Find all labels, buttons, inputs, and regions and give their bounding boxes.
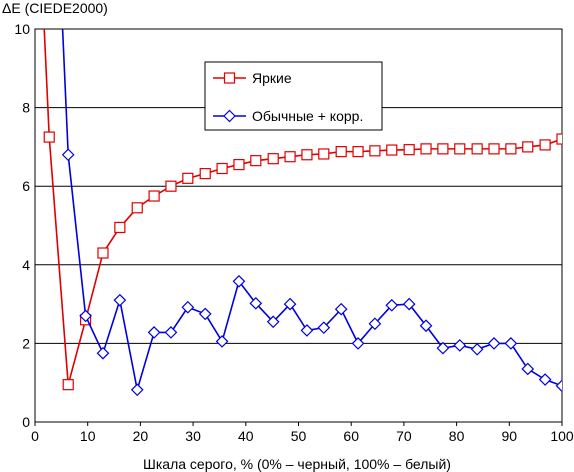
x-tick-label: 0	[31, 428, 39, 444]
legend: Яркие Обычные + корр.	[204, 61, 383, 131]
data-point	[539, 139, 551, 151]
data-point	[538, 373, 552, 386]
data-point	[232, 274, 246, 288]
grid	[35, 107, 562, 344]
x-tick-label: 20	[133, 428, 149, 444]
data-point	[233, 158, 245, 171]
data-point	[504, 337, 518, 350]
x-tick-label: 100	[550, 428, 574, 444]
data-point	[181, 300, 195, 314]
legend-label: Обычные + корр.	[252, 108, 363, 124]
legend-marker	[223, 109, 236, 123]
data-point	[454, 143, 466, 155]
data-point	[43, 131, 55, 143]
series-line	[43, 29, 562, 385]
x-tick-label: 90	[502, 428, 518, 444]
series-1	[61, 29, 562, 397]
data-point	[556, 133, 562, 145]
x-axis-ticks: 0 10 20 30 40 50 60 70 80 90 100	[31, 422, 574, 444]
data-point	[369, 145, 381, 157]
y-tick-label: 8	[22, 100, 30, 116]
data-point	[198, 307, 212, 321]
y-tick-label: 10	[14, 21, 30, 37]
x-tick-label: 30	[185, 428, 201, 444]
x-tick-label: 40	[238, 428, 254, 444]
x-tick-label: 10	[80, 428, 96, 444]
data-point	[283, 297, 297, 311]
data-point	[147, 326, 161, 339]
data-point	[352, 146, 364, 158]
y-tick-label: 2	[22, 335, 30, 351]
data-point	[368, 317, 382, 331]
data-point	[96, 346, 110, 360]
data-point	[164, 326, 178, 339]
data-point	[335, 146, 347, 158]
data-point	[487, 337, 501, 350]
series-layer	[43, 29, 562, 397]
data-point	[165, 180, 177, 192]
data-point	[250, 155, 262, 167]
x-tick-label: 70	[396, 428, 412, 444]
data-point	[505, 143, 517, 155]
legend-item-1: Обычные + корр.	[213, 108, 363, 124]
data-point	[488, 143, 500, 155]
data-point	[267, 153, 279, 165]
data-point	[215, 335, 229, 348]
y-tick-label: 6	[22, 178, 30, 194]
data-point	[61, 148, 75, 162]
data-point	[522, 141, 534, 153]
data-point	[131, 202, 143, 214]
data-point	[471, 143, 483, 155]
data-point	[79, 309, 92, 323]
data-point	[300, 324, 314, 337]
legend-label: Яркие	[252, 70, 292, 86]
data-point	[334, 302, 348, 316]
data-point	[437, 143, 449, 155]
y-axis-ticks: 0 2 4 6 8 10	[14, 21, 30, 430]
x-tick-label: 60	[343, 428, 359, 444]
data-point	[385, 298, 399, 312]
data-point	[114, 221, 126, 234]
x-axis-label: Шкала серого, % (0% – черный, 100% – бел…	[143, 456, 451, 472]
data-point	[284, 151, 296, 163]
data-point	[403, 144, 415, 156]
data-point	[266, 315, 280, 329]
data-point	[470, 342, 484, 356]
data-point	[555, 379, 562, 393]
data-point	[419, 319, 433, 333]
y-tick-label: 0	[22, 414, 30, 430]
data-point	[386, 144, 398, 156]
data-point	[113, 293, 127, 307]
y-axis-label: ΔE (CIEDE2000)	[2, 0, 108, 16]
data-point	[436, 341, 450, 355]
x-tick-label: 50	[291, 428, 307, 444]
y-tick-label: 4	[22, 257, 30, 273]
data-point	[97, 247, 109, 259]
data-point	[351, 337, 365, 350]
data-point	[301, 149, 313, 161]
data-point	[521, 362, 535, 376]
data-point	[420, 143, 432, 155]
data-point	[130, 383, 144, 397]
data-point	[199, 168, 211, 180]
data-point	[318, 148, 330, 160]
legend-marker	[223, 72, 236, 84]
data-point	[249, 296, 263, 310]
data-point	[317, 321, 331, 335]
data-point	[402, 297, 416, 311]
data-point	[216, 162, 228, 175]
x-tick-label: 80	[449, 428, 465, 444]
data-point	[182, 172, 194, 184]
data-point	[453, 339, 467, 352]
legend-item-0: Яркие	[213, 70, 292, 86]
data-point	[62, 379, 74, 391]
series-0	[43, 29, 562, 391]
data-point	[148, 190, 160, 202]
